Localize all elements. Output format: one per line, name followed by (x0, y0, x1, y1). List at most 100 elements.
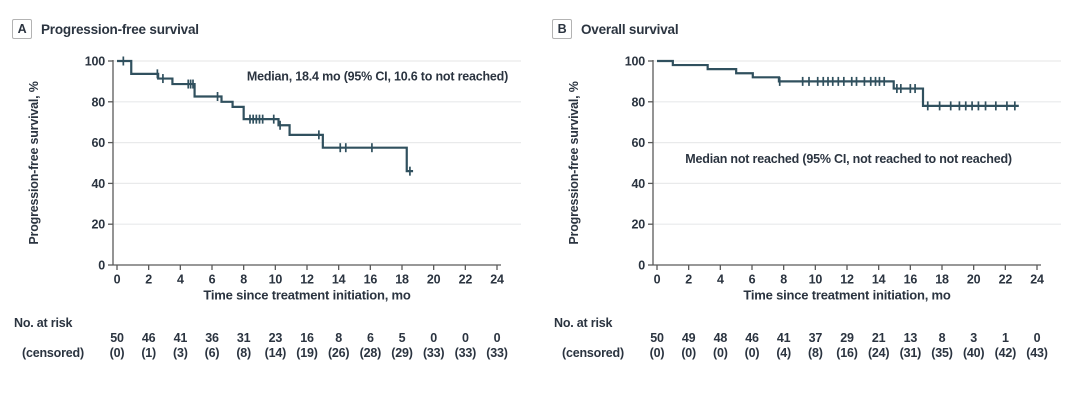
censored-value-16: (31) (900, 346, 921, 360)
median-annotation: Median, 18.4 mo (95% CI, 10.6 to not rea… (247, 69, 508, 83)
x-tick-label-6: 6 (749, 273, 756, 287)
at-risk-value-12: 29 (840, 331, 854, 345)
x-tick-label-22: 22 (999, 273, 1013, 287)
censored-value-24: (43) (1026, 346, 1047, 360)
censored-value-18: (35) (931, 346, 952, 360)
y-axis-title: Progression-free survival, % (27, 81, 41, 244)
y-tick-label-80: 80 (91, 95, 105, 109)
y-tick-label-60: 60 (91, 136, 105, 150)
x-axis-title: Time since treatment initiation, mo (203, 288, 411, 303)
at-risk-value-14: 21 (872, 331, 886, 345)
at-risk-value-0: 50 (650, 331, 664, 345)
km-curve (657, 59, 1019, 107)
at-risk-value-18: 8 (939, 331, 946, 345)
censored-value-12: (19) (296, 346, 317, 360)
y-axis-title: Progression-free survival, % (567, 81, 581, 244)
at-risk-value-0: 50 (110, 331, 124, 345)
censored-value-8: (8) (236, 346, 251, 360)
y-tick-label-20: 20 (91, 218, 105, 232)
x-tick-label-24: 24 (490, 273, 504, 287)
censored-value-4: (0) (713, 346, 728, 360)
at-risk-value-20: 0 (430, 331, 437, 345)
censored-value-4: (3) (173, 346, 188, 360)
median-annotation: Median not reached (95% CI, not reached … (685, 152, 1012, 166)
x-tick-label-2: 2 (685, 273, 692, 287)
at-risk-value-18: 5 (399, 331, 406, 345)
at-risk-value-8: 31 (237, 331, 251, 345)
x-tick-label-18: 18 (935, 273, 949, 287)
y-tick-label-60: 60 (631, 136, 645, 150)
y-tick-label-100: 100 (625, 55, 646, 69)
censored-value-10: (14) (265, 346, 286, 360)
y-tick-label-0: 0 (638, 259, 645, 273)
risk-table-censored-label: (censored) (562, 346, 624, 360)
x-tick-label-4: 4 (717, 273, 724, 287)
panel-b-title: Overall survival (581, 21, 679, 37)
x-tick-label-16: 16 (364, 273, 378, 287)
risk-table-label: No. at risk (14, 316, 72, 330)
at-risk-value-2: 46 (142, 331, 156, 345)
risk-table-label: No. at risk (554, 316, 612, 330)
x-tick-label-8: 8 (240, 273, 247, 287)
x-tick-label-12: 12 (300, 273, 314, 287)
censored-value-18: (29) (391, 346, 412, 360)
y-tick-label-40: 40 (91, 177, 105, 191)
at-risk-value-6: 36 (205, 331, 219, 345)
panel-overall-survival: B Overall survival 0 20 40 60 80 100 0 2 4 6 8 10 12… (540, 0, 1080, 400)
at-risk-value-10: 23 (269, 331, 283, 345)
censored-value-22: (42) (995, 346, 1016, 360)
x-tick-label-0: 0 (114, 273, 121, 287)
panel-a-title: Progression-free survival (41, 21, 199, 37)
at-risk-value-20: 3 (970, 331, 977, 345)
x-tick-label-10: 10 (269, 273, 283, 287)
x-tick-label-2: 2 (145, 273, 152, 287)
censored-value-8: (4) (776, 346, 791, 360)
at-risk-value-10: 37 (809, 331, 823, 345)
x-tick-label-20: 20 (427, 273, 441, 287)
at-risk-value-22: 0 (462, 331, 469, 345)
panel-b-header: B Overall survival (552, 19, 679, 39)
censored-value-6: (6) (205, 346, 220, 360)
y-tick-label-80: 80 (631, 95, 645, 109)
at-risk-value-4: 48 (714, 331, 728, 345)
x-tick-label-6: 6 (209, 273, 216, 287)
panel-progression-free-survival: A Progression-free survival 0 20 40 60 80 100… (12, 19, 521, 360)
at-risk-value-24: 0 (494, 331, 501, 345)
x-tick-label-24: 24 (1030, 273, 1044, 287)
censored-value-10: (8) (808, 346, 823, 360)
y-tick-label-100: 100 (85, 55, 106, 69)
y-tick-label-0: 0 (98, 259, 105, 273)
risk-table-censored-label: (censored) (22, 346, 84, 360)
censored-value-0: (0) (110, 346, 125, 360)
at-risk-value-24: 0 (1034, 331, 1041, 345)
x-tick-label-14: 14 (872, 273, 886, 287)
x-tick-label-18: 18 (395, 273, 409, 287)
censored-value-22: (33) (455, 346, 476, 360)
at-risk-value-16: 6 (367, 331, 374, 345)
x-axis-title: Time since treatment initiation, mo (743, 288, 951, 303)
x-tick-label-14: 14 (332, 273, 346, 287)
censored-value-14: (24) (868, 346, 889, 360)
x-tick-label-8: 8 (780, 273, 787, 287)
at-risk-value-22: 1 (1002, 331, 1009, 345)
censored-value-14: (26) (328, 346, 349, 360)
censored-value-16: (28) (360, 346, 381, 360)
censored-value-20: (33) (423, 346, 444, 360)
at-risk-value-12: 16 (300, 331, 314, 345)
censored-value-24: (33) (486, 346, 507, 360)
censored-value-12: (16) (836, 346, 857, 360)
at-risk-value-2: 49 (682, 331, 696, 345)
y-tick-label-40: 40 (631, 177, 645, 191)
at-risk-value-14: 8 (335, 331, 342, 345)
x-tick-label-0: 0 (654, 273, 661, 287)
x-tick-label-20: 20 (967, 273, 981, 287)
censored-value-2: (0) (681, 346, 696, 360)
x-tick-label-16: 16 (904, 273, 918, 287)
panel-a-header: A Progression-free survival (12, 19, 199, 39)
x-tick-label-22: 22 (459, 273, 473, 287)
censored-value-2: (1) (141, 346, 156, 360)
x-tick-label-12: 12 (840, 273, 854, 287)
